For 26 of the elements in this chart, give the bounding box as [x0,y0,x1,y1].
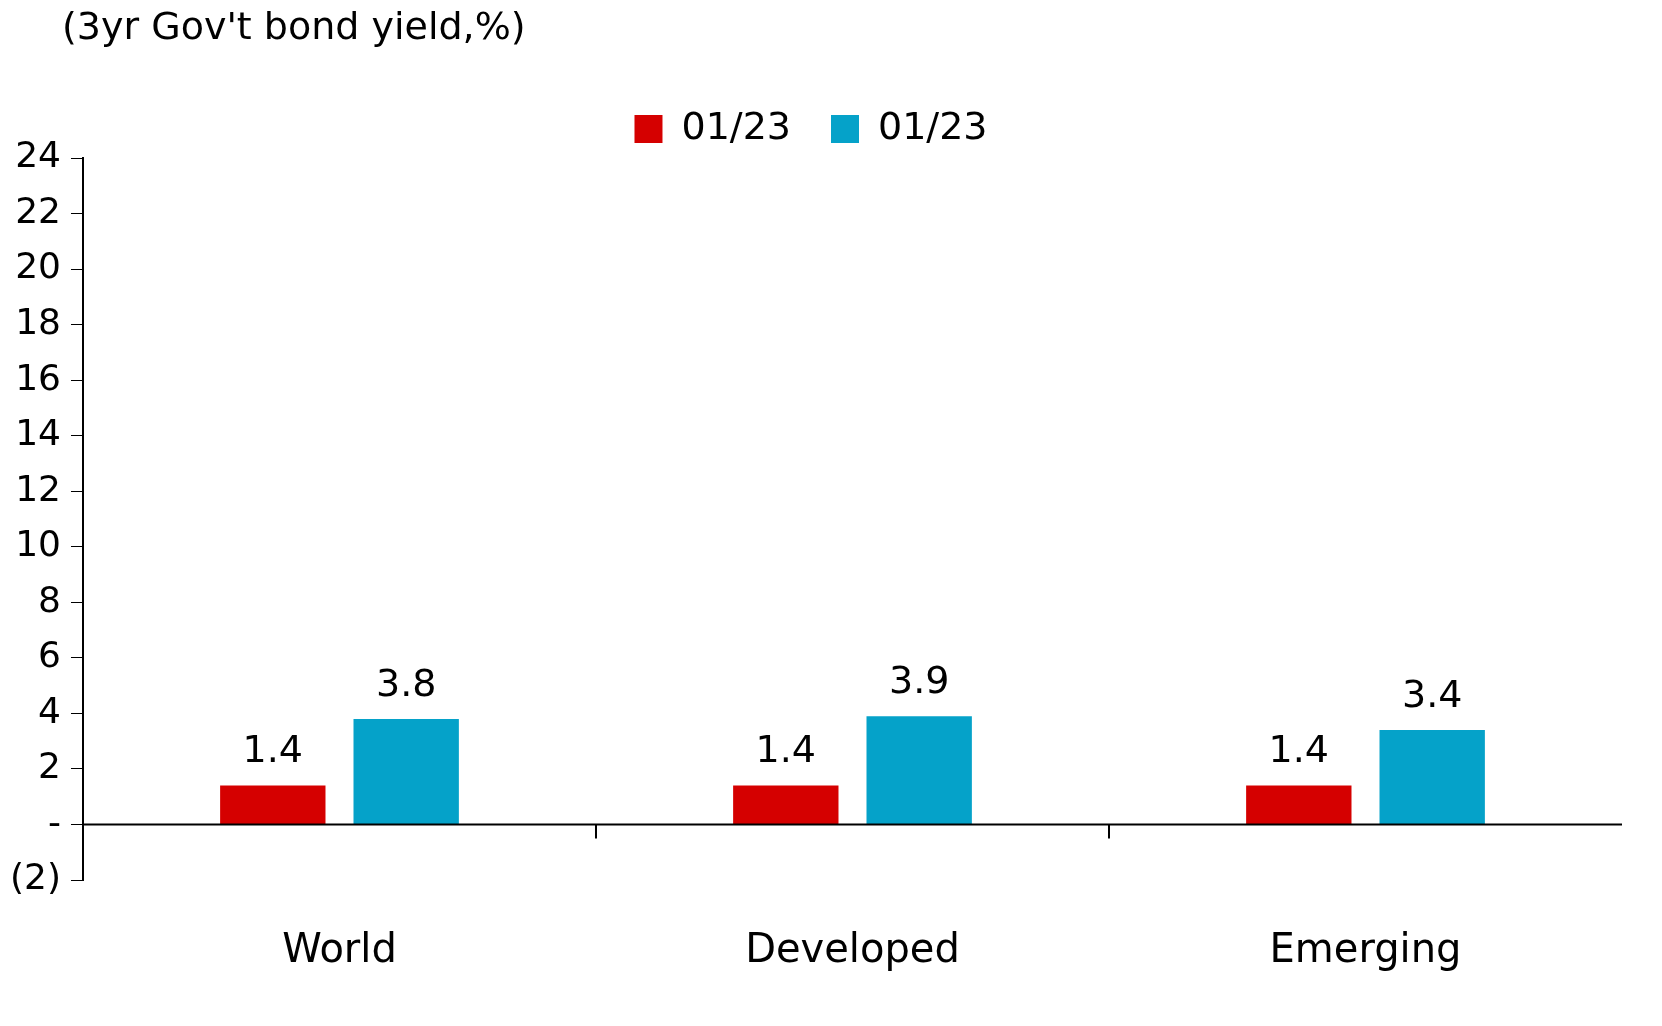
x-tick-label: Developed [745,925,960,972]
y-tick-label: 14 [15,412,61,454]
y-tick-label: 6 [38,634,61,676]
y-tick-label: 20 [15,245,61,287]
y-tick-label: (2) [9,856,61,898]
y-tick-label: 2 [38,745,61,787]
y-tick-label: 16 [15,356,61,398]
data-label: 3.4 [1401,671,1463,716]
data-label: 3.9 [888,658,950,703]
legend-label: 01/23 [681,103,792,148]
data-label: 1.4 [242,727,304,772]
y-tick-label: - [47,800,61,842]
y-tick-label: 10 [15,523,61,565]
x-tick-label: World [282,925,397,972]
y-tick-label: 12 [15,467,61,509]
y-axis-title: (3yr Gov't bond yield,%) [62,4,526,48]
y-tick-label: 24 [15,134,61,176]
data-label: 1.4 [1268,727,1330,772]
y-tick-label: 18 [15,300,61,342]
y-tick-label: 8 [38,578,61,620]
legend-label: 01/23 [878,103,988,148]
y-tick-label: 22 [15,189,61,231]
data-label: 3.8 [375,660,437,705]
x-tick-label: Emerging [1269,925,1462,972]
data-label: 1.4 [755,727,817,772]
y-tick-label: 4 [38,689,61,731]
